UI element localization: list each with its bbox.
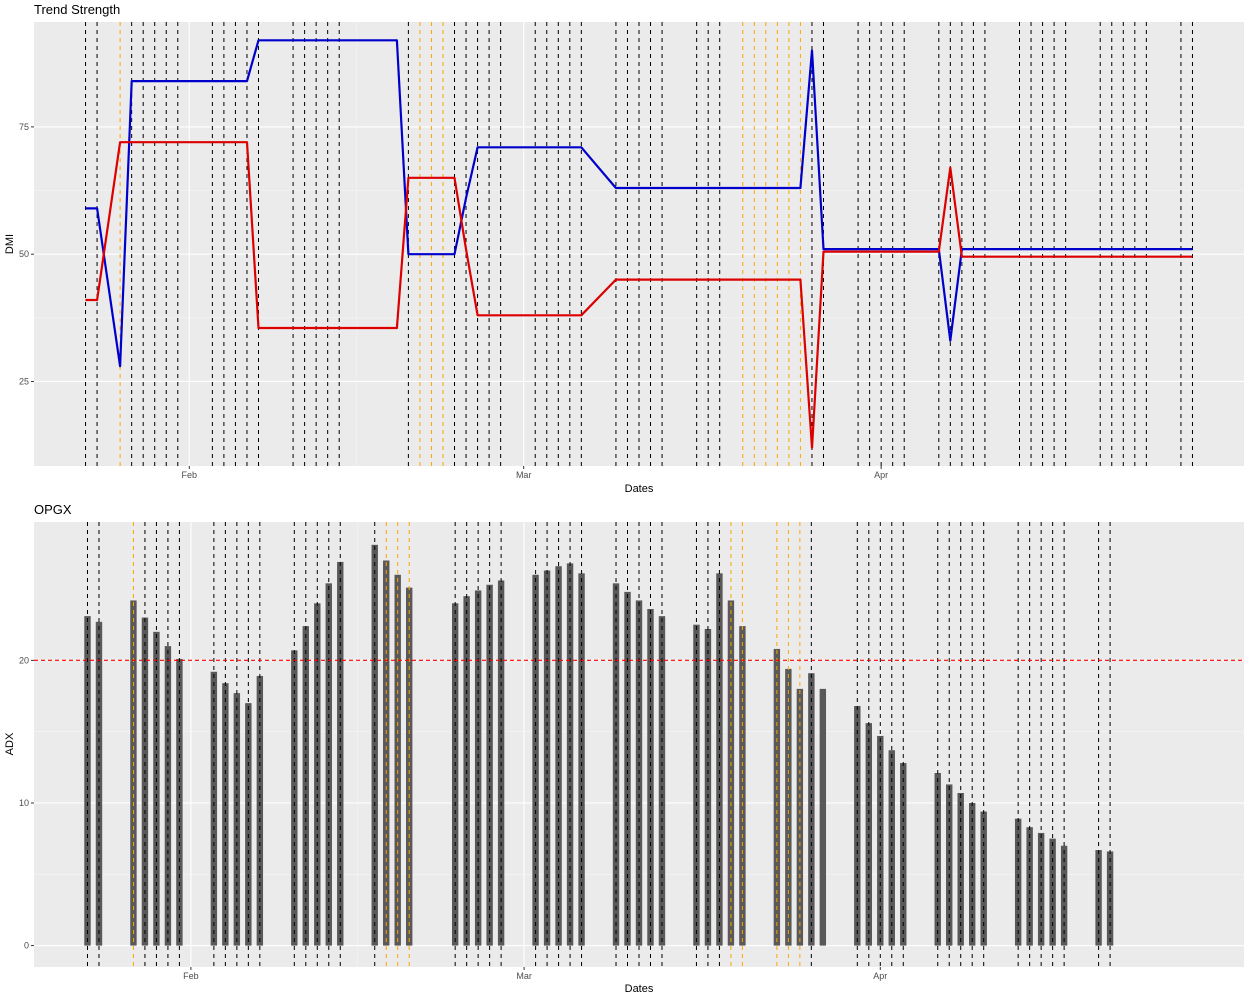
adx-bar xyxy=(222,683,229,946)
x-tick-label: Feb xyxy=(182,470,198,480)
y-tick-label: 0 xyxy=(24,941,29,951)
dmi-series-red-line xyxy=(85,141,1193,449)
adx-x-axis-label: Dates xyxy=(625,983,654,995)
dmi-series-lines xyxy=(85,39,1193,449)
y-tick-label: 50 xyxy=(19,249,29,259)
adx-bar xyxy=(532,574,539,946)
adx-bar xyxy=(854,705,861,946)
adx-bar xyxy=(245,703,252,946)
x-tick-label: Mar xyxy=(516,470,532,480)
x-tick-label: Apr xyxy=(874,470,888,480)
x-tick-label: Feb xyxy=(183,971,199,981)
adx-x-axis: Feb Mar Apr xyxy=(183,967,887,981)
adx-bar xyxy=(406,587,413,946)
adx-bar xyxy=(1037,832,1045,946)
adx-bar xyxy=(371,544,378,946)
adx-bar xyxy=(337,561,344,946)
adx-bar xyxy=(900,763,907,946)
adx-bar xyxy=(716,573,723,946)
adx-event-lines xyxy=(86,522,1111,967)
y-tick-label: 10 xyxy=(19,798,29,808)
adx-bar xyxy=(624,591,631,946)
adx-y-axis-label: ADX xyxy=(4,732,16,755)
adx-bar xyxy=(1060,845,1068,946)
adx-bar xyxy=(888,750,895,946)
adx-bar xyxy=(451,603,459,946)
adx-bar xyxy=(394,574,401,946)
adx-bar xyxy=(302,626,309,946)
adx-bar xyxy=(808,673,815,946)
adx-bar xyxy=(210,671,218,946)
dmi-x-axis-label: Dates xyxy=(625,483,654,495)
dmi-y-axis: 25 50 75 xyxy=(19,122,34,386)
dmi-series-blue-line xyxy=(85,39,1193,368)
adx-bar xyxy=(647,609,654,946)
dmi-x-axis: Feb Mar Apr xyxy=(182,466,888,480)
y-tick-label: 20 xyxy=(19,655,29,665)
adx-bar xyxy=(739,626,746,946)
adx-bar xyxy=(383,560,390,946)
adx-bar xyxy=(314,603,321,946)
x-tick-label: Mar xyxy=(516,971,532,981)
adx-bar xyxy=(946,784,953,946)
dmi-chart-panel: Trend Strength 25 50 75 Feb Mar Apr Dates DM… xyxy=(4,2,1244,495)
adx-chart-title: OPGX xyxy=(34,502,72,517)
adx-bar xyxy=(543,570,551,946)
y-tick-label: 75 xyxy=(19,122,29,132)
adx-y-axis: 0 10 20 xyxy=(19,655,34,951)
dmi-y-axis-label: DMI xyxy=(4,234,16,254)
x-tick-label: Apr xyxy=(873,971,887,981)
adx-bar xyxy=(980,811,987,946)
adx-bar xyxy=(796,688,804,946)
adx-bar xyxy=(1095,850,1102,946)
adx-bar xyxy=(693,624,700,946)
dmi-event-lines xyxy=(85,22,1193,466)
adx-chart-panel: OPGX 0 10 20 Feb Mar Apr Dates ADX xyxy=(4,502,1244,995)
adx-bar xyxy=(819,688,827,946)
dmi-chart-title: Trend Strength xyxy=(34,2,120,17)
adx-bar xyxy=(785,668,792,946)
adx-bar xyxy=(877,735,884,946)
adx-bar xyxy=(474,590,482,946)
y-tick-label: 25 xyxy=(19,376,29,386)
adx-bar xyxy=(1026,827,1033,946)
adx-bar xyxy=(578,573,585,946)
adx-bar xyxy=(95,621,103,946)
